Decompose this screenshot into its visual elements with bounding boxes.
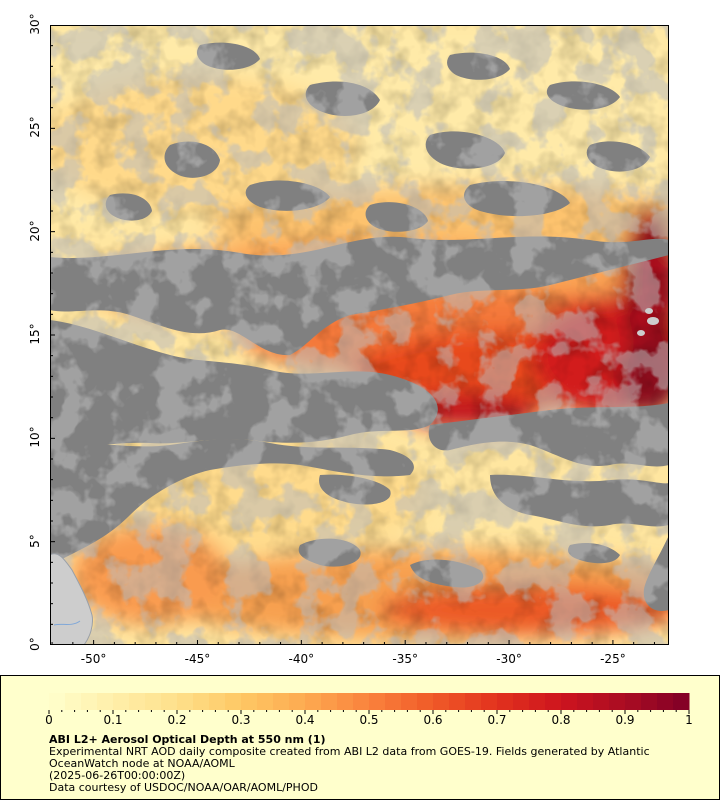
colorbar-segment (289, 693, 306, 710)
colorbar-tick-label: 0.6 (423, 713, 442, 727)
colorbar-segment (481, 693, 498, 710)
lat-tick-label: 30° (28, 13, 42, 35)
lon-tick-label: -35° (392, 652, 418, 666)
aod-map (50, 25, 669, 645)
colorbar-segment (449, 693, 466, 710)
colorbar-tick-label: 0.2 (167, 713, 186, 727)
lat-tick-label: 10° (28, 426, 42, 448)
colorbar-segment (417, 693, 434, 710)
colorbar-segment (625, 693, 642, 710)
colorbar-segment (81, 693, 98, 710)
lat-tick-label: 25° (28, 116, 42, 138)
colorbar-segment (609, 693, 626, 710)
lon-tick-label: -45° (184, 652, 211, 666)
map-panel (50, 25, 669, 645)
lat-tick-label: 15° (28, 323, 42, 345)
colorbar-segment (241, 693, 258, 710)
colorbar: 0 0.1 0.2 0.3 0.4 0.5 0.6 0.7 0.8 0.9 1 (45, 693, 693, 727)
lon-tick-label: -30° (496, 652, 522, 666)
colorbar-tick-label: 0.4 (295, 713, 314, 727)
colorbar-segment (593, 693, 610, 710)
legend-title: ABI L2+ Aerosol Optical Depth at 550 nm … (49, 733, 326, 746)
colorbar-tick-label: 1 (685, 713, 693, 727)
legend-date: (2025-06-26T00:00:00Z) (49, 769, 186, 782)
lat-tick-label: 20° (28, 220, 42, 242)
colorbar-segment (641, 693, 658, 710)
colorbar-segment (497, 693, 514, 710)
legend-description-line1: Experimental NRT AOD daily composite cre… (49, 745, 650, 758)
legend-panel: 0 0.1 0.2 0.3 0.4 0.5 0.6 0.7 0.8 0.9 1 ABI L2+ Ae… (0, 675, 720, 800)
land-coast (50, 553, 93, 645)
colorbar-segment (97, 693, 114, 710)
colorbar-segment (129, 693, 146, 710)
colorbar-segment (225, 693, 242, 710)
colorbar-segment (273, 693, 290, 710)
colorbar-tick-label: 0.8 (551, 713, 570, 727)
colorbar-segment (561, 693, 578, 710)
lon-tick-marks (51, 640, 655, 645)
colorbar-segment (577, 693, 594, 710)
colorbar-segment (161, 693, 178, 710)
lat-tick-label: 0° (28, 637, 42, 651)
colorbar-segment (369, 693, 386, 710)
colorbar-segment (177, 693, 194, 710)
colorbar-segment (209, 693, 226, 710)
colorbar-segment (385, 693, 402, 710)
lat-tick-label: 5° (28, 533, 42, 548)
colorbar-segment (465, 693, 482, 710)
colorbar-segment (257, 693, 274, 710)
colorbar-segment (513, 693, 530, 710)
colorbar-segment (113, 693, 130, 710)
colorbar-segment (401, 693, 418, 710)
colorbar-tick-label: 0.1 (103, 713, 122, 727)
colorbar-segment (433, 693, 450, 710)
colorbar-tick-label: 0.7 (487, 713, 506, 727)
colorbar-segment (321, 693, 338, 710)
legend-description-line2: OceanWatch node at NOAA/AOML (49, 757, 235, 770)
colorbar-segment (193, 693, 210, 710)
colorbar-tick-label: 0 (45, 713, 53, 727)
colorbar-segment (305, 693, 322, 710)
colorbar-segment (545, 693, 562, 710)
colorbar-tick-label: 0.5 (359, 713, 378, 727)
lon-tick-label: -50° (80, 652, 107, 666)
colorbar-segment (49, 693, 66, 710)
colorbar-segment (673, 693, 690, 710)
colorbar-tick-label: 0.3 (231, 713, 250, 727)
colorbar-tick-label: 0.9 (615, 713, 634, 727)
colorbar-segment (145, 693, 162, 710)
colorbar-segment (657, 693, 674, 710)
colorbar-segment (65, 693, 82, 710)
colorbar-segment (529, 693, 546, 710)
colorbar-segment (337, 693, 354, 710)
colorbar-segment (353, 693, 370, 710)
lon-tick-label: -40° (288, 652, 315, 666)
lon-tick-label: -25° (600, 652, 626, 666)
legend-credit: Data courtesy of USDOC/NOAA/OAR/AOML/PHO… (49, 781, 318, 794)
